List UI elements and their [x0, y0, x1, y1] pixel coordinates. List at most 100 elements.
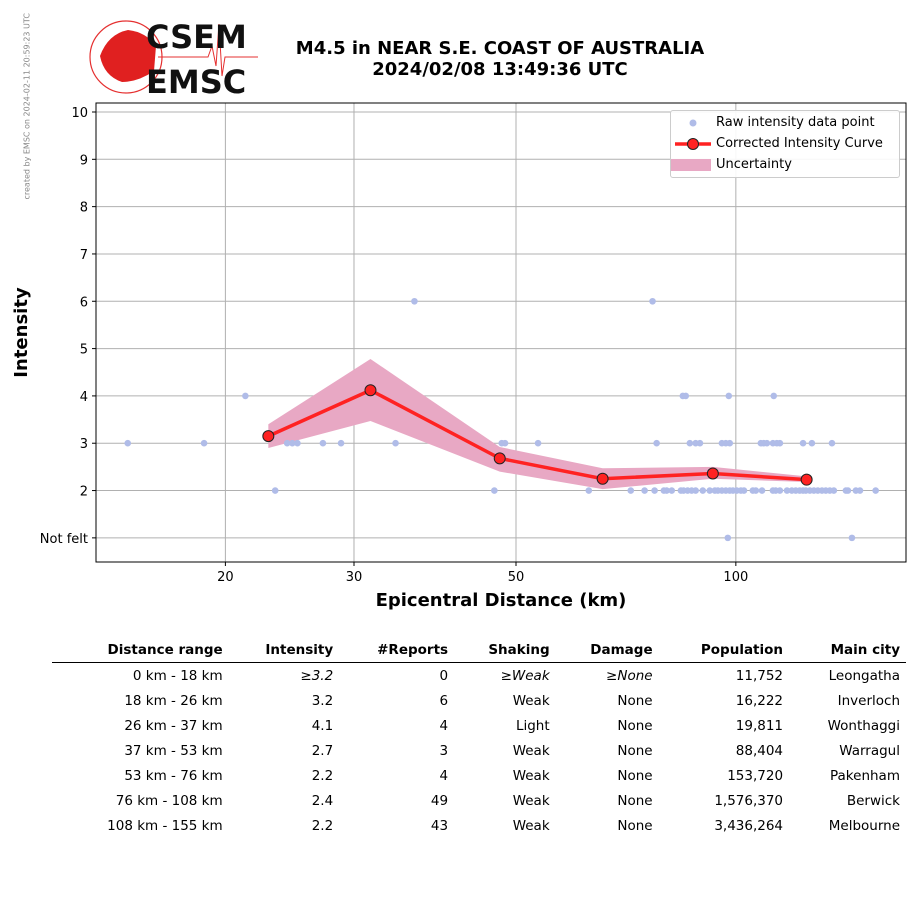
raw-data-point — [692, 487, 699, 494]
raw-data-point — [627, 487, 635, 494]
raw-data-point — [392, 439, 399, 447]
table-cell: ≥None — [606, 668, 653, 684]
table-row: 37 km - 53 km 2.7 3 Weak None 88,404 Warragul — [52, 738, 906, 763]
table-row: 108 km - 155 km 2.2 43 Weak None 3,436,264 Mel… — [52, 813, 906, 838]
raw-data-point — [724, 534, 732, 542]
y-tick-label: 4 — [80, 390, 88, 405]
table-cell: 3 — [439, 743, 449, 759]
uncertainty-band — [268, 358, 807, 490]
table-cell: None — [617, 743, 653, 759]
table-cell: Melbourne — [828, 818, 900, 834]
y-tick-label: Not felt — [40, 532, 88, 547]
table-row: 76 km - 108 km 2.4 49 Weak None 1,576,370 Berw… — [52, 788, 906, 813]
curve-point — [493, 452, 506, 465]
table-cell: 43 — [430, 818, 449, 834]
chart-title: M4.5 in NEAR S.E. COAST OF AUSTRALIA 202… — [250, 38, 750, 80]
raw-data-point — [740, 487, 748, 494]
legend-curve: Corrected Intensity Curve — [671, 134, 897, 154]
table-cell: Leongatha — [828, 668, 900, 684]
table-cell: Inverloch — [837, 693, 900, 709]
raw-data-point — [651, 487, 658, 494]
title-event: M4.5 in NEAR S.E. COAST OF AUSTRALIA — [295, 38, 705, 59]
raw-data-point — [776, 487, 784, 494]
raw-data-point — [585, 487, 593, 494]
table-cell: 88,404 — [735, 743, 784, 759]
raw-data-point — [706, 487, 714, 494]
curve-point — [596, 472, 609, 485]
table-cell: 2.2 — [311, 818, 334, 834]
table-cell: 2.4 — [311, 793, 334, 809]
raw-data-point — [124, 439, 132, 447]
table-cell: Weak — [512, 818, 550, 834]
table-cell: Light — [515, 718, 550, 734]
legend: Raw intensity data point Corrected Inten… — [670, 110, 900, 178]
column-header: #Reports — [339, 640, 455, 663]
legend-raw: Raw intensity data point — [671, 113, 897, 133]
table-cell: 4 — [439, 718, 449, 734]
y-tick-label: 6 — [80, 295, 88, 310]
raw-data-point — [337, 439, 345, 447]
logo-emsc: EMSC — [146, 63, 246, 100]
x-axis-label: Epicentral Distance (km) — [376, 590, 627, 611]
table-cell: 4.1 — [311, 718, 334, 734]
x-tick-label: 50 — [508, 570, 525, 585]
table-cell: Warragul — [839, 743, 900, 759]
table-cell: Weak — [512, 793, 550, 809]
raw-data-point — [686, 439, 694, 447]
x-tick-label: 30 — [346, 570, 363, 585]
table-cell: 153,720 — [727, 768, 784, 784]
table-cell: None — [617, 793, 653, 809]
table-cell: None — [617, 818, 653, 834]
table-cell: 37 km - 53 km — [124, 743, 223, 759]
curve-point — [800, 473, 813, 486]
raw-data-point — [844, 487, 852, 494]
table-cell: 0 — [439, 668, 449, 684]
raw-data-point — [725, 392, 733, 400]
column-header: Main city — [789, 640, 906, 663]
raw-data-point — [319, 439, 327, 447]
raw-data-point — [856, 487, 864, 494]
table-row: 26 km - 37 km 4.1 4 Light None 19,811 Wonthagg… — [52, 713, 906, 738]
raw-data-point — [848, 534, 856, 542]
corrected-curve-line — [267, 388, 807, 482]
y-tick-label: 7 — [80, 248, 88, 263]
table-cell: 18 km - 26 km — [124, 693, 223, 709]
table-cell: 3,436,264 — [714, 818, 784, 834]
y-tick-label: 9 — [80, 153, 88, 168]
table-cell: Weak — [512, 743, 550, 759]
raw-data-point — [653, 439, 660, 447]
raw-data-point — [758, 487, 766, 494]
raw-data-point — [682, 392, 690, 400]
table-cell: ≥3.2 — [300, 668, 334, 684]
y-tick-label: 2 — [80, 485, 88, 500]
table-cell: ≥Weak — [500, 668, 550, 684]
curve-point — [706, 467, 719, 480]
table-cell: Weak — [512, 693, 550, 709]
raw-data-point — [491, 487, 498, 494]
curve-point — [364, 384, 377, 397]
column-header: Distance range — [52, 640, 229, 663]
raw-data-point — [696, 439, 704, 447]
distance-table: Distance range Intensity #Reports Shaking Da… — [52, 640, 906, 838]
logo-csem: CSEM — [146, 18, 247, 56]
title-time: 2024/02/08 13:49:36 UTC — [372, 59, 628, 80]
column-header: Shaking — [454, 640, 556, 663]
raw-data-point — [799, 439, 807, 447]
raw-data-point — [242, 392, 249, 400]
raw-data-point — [872, 487, 879, 494]
table-cell: 53 km - 76 km — [124, 768, 223, 784]
raw-data-point — [641, 487, 648, 494]
raw-data-point — [411, 297, 418, 305]
raw-data-point — [763, 439, 771, 447]
column-header: Population — [658, 640, 790, 663]
raw-data-point — [663, 487, 670, 494]
table-cell: None — [617, 693, 653, 709]
y-tick-label: 5 — [80, 343, 88, 358]
raw-data-point — [289, 439, 296, 447]
raw-data-point — [649, 297, 656, 305]
table-cell: None — [617, 768, 653, 784]
column-header: Damage — [555, 640, 659, 663]
raw-data-point — [200, 439, 208, 447]
table-row: 0 km - 18 km ≥3.2 0 ≥Weak ≥None 11,752 Leongat… — [52, 663, 906, 689]
